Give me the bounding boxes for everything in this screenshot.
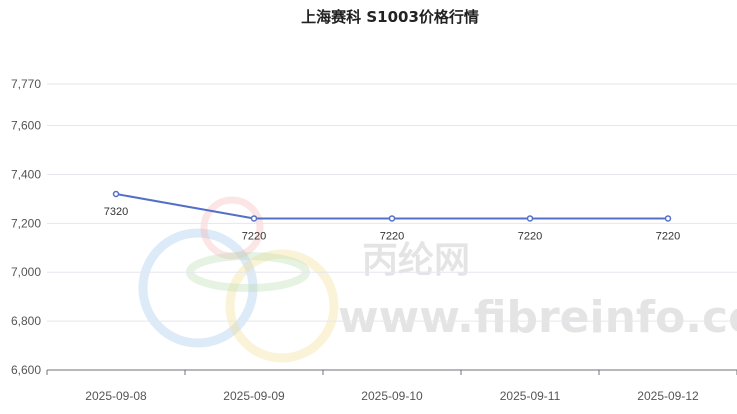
y-tick-label: 6,600: [11, 363, 41, 377]
x-tick-label: 2025-09-09: [223, 389, 285, 403]
gridlines: [47, 83, 737, 371]
watermark-cn: 丙纶网: [362, 240, 470, 281]
x-tick-label: 2025-09-08: [85, 389, 147, 403]
data-labels: 7320 7220 7220 7220 7220: [104, 206, 680, 242]
watermark-ring-blue: [138, 228, 258, 348]
data-point: [526, 215, 534, 222]
y-tick-label: 7,000: [11, 265, 41, 279]
data-point: [112, 190, 120, 198]
data-label: 7220: [656, 230, 680, 242]
y-tick-label: 7,400: [11, 167, 41, 181]
watermark-ring-red: [200, 196, 264, 260]
y-axis: 7,770 7,600 7,400 7,200 7,000 6,800 6,600: [11, 77, 41, 377]
x-axis: 2025-09-08 2025-09-09 2025-09-10 2025-09-11…: [46, 370, 737, 403]
data-point: [250, 215, 258, 222]
watermark: 丙纶网 www.fibreinfo.com: [138, 196, 737, 363]
y-tick-label: 7,600: [11, 119, 41, 133]
x-tick-label: 2025-09-11: [500, 389, 561, 403]
data-point: [664, 215, 672, 222]
data-label: 7220: [518, 230, 542, 242]
series-line: [115, 193, 668, 220]
y-tick-label: 7,770: [11, 77, 41, 91]
series: [112, 190, 672, 222]
y-tick-label: 6,800: [11, 314, 41, 328]
data-point: [388, 215, 396, 222]
watermark-url: www.fibreinfo.com: [338, 292, 737, 343]
watermark-ring-yellow: [225, 249, 339, 363]
data-label: 7320: [104, 206, 128, 218]
y-tick-label: 7,200: [11, 216, 41, 230]
chart-title: 上海赛科 S1003价格行情: [301, 8, 479, 26]
x-tick-label: 2025-09-10: [361, 389, 423, 403]
data-label: 7220: [242, 230, 266, 242]
x-tick-label: 2025-09-12: [637, 389, 699, 403]
data-label: 7220: [380, 230, 404, 242]
